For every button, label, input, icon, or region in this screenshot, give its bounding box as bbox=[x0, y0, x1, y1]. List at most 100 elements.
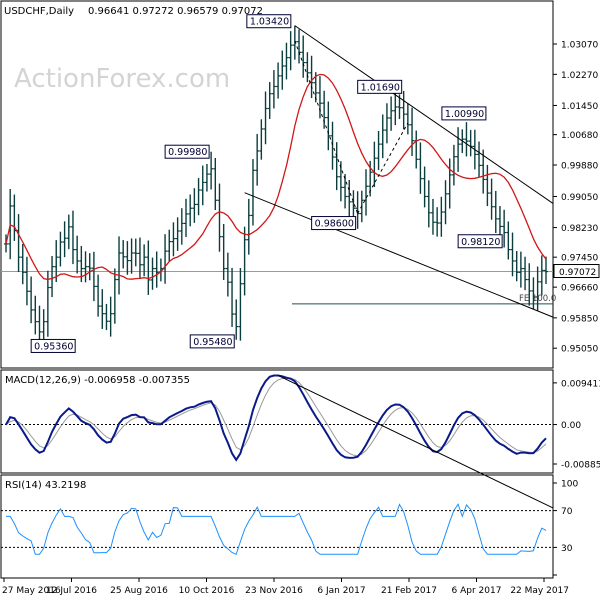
ohlc-bar bbox=[196, 178, 201, 216]
chart-title: USDCHF,Daily bbox=[4, 6, 74, 17]
ohlc-bar bbox=[213, 157, 218, 211]
ohlc-bar bbox=[301, 35, 306, 78]
ohlc-bar bbox=[167, 229, 172, 262]
rsi-y-tick-label: 70 bbox=[561, 507, 573, 517]
ohlc-bar bbox=[435, 207, 440, 237]
ohlc-bar bbox=[112, 268, 117, 324]
ohlc-bar bbox=[456, 127, 461, 172]
ohlc-bar bbox=[271, 70, 276, 109]
ohlc-bar bbox=[464, 122, 469, 157]
ohlc-bar bbox=[539, 255, 544, 296]
ohlc-bar bbox=[259, 119, 264, 160]
macd-panel-frame bbox=[0, 369, 554, 474]
last-price-label: 0.97072 bbox=[559, 268, 596, 278]
rsi-title: RSI(14) 43.2198 bbox=[5, 480, 86, 491]
ohlc-bar bbox=[489, 178, 494, 220]
ohlc-bar bbox=[255, 133, 260, 186]
ohlc-bar bbox=[523, 256, 528, 291]
ohlc-bar bbox=[221, 224, 226, 280]
macd-y-tick-label: -0.008852 bbox=[561, 461, 600, 471]
rsi-y-tick-label: 30 bbox=[561, 544, 573, 554]
price-annotation-box bbox=[441, 106, 487, 121]
price-y-tick-label: 0.97450 bbox=[561, 254, 598, 264]
ohlc-bar bbox=[443, 180, 448, 225]
ohlc-bar bbox=[514, 251, 519, 282]
x-tick-label: 23 Nov 2016 bbox=[245, 586, 303, 596]
ohlc-bar bbox=[100, 289, 105, 329]
ohlc-bar bbox=[137, 237, 142, 280]
ohlc-bar bbox=[87, 253, 92, 281]
price-annotation-label: 0.95360 bbox=[34, 341, 73, 352]
ohlc-bar bbox=[41, 309, 46, 344]
ohlc-bar bbox=[146, 240, 151, 295]
ohlc-bar bbox=[62, 221, 67, 258]
price-annotation-label: 0.95480 bbox=[193, 337, 232, 348]
macd-signal-line bbox=[5, 377, 547, 457]
x-tick-label: 12 Jul 2016 bbox=[46, 586, 97, 596]
ohlc-bar bbox=[477, 141, 482, 177]
fib-projection-leg-2 bbox=[357, 122, 409, 214]
price-annotation-label: 1.01690 bbox=[361, 82, 400, 93]
ohlc-bar bbox=[54, 240, 59, 283]
macd-y-tick-label: 0.009411 bbox=[561, 379, 600, 389]
price-annotation-box bbox=[164, 144, 210, 159]
ohlc-bar bbox=[204, 164, 209, 192]
ohlc-bar bbox=[410, 107, 415, 157]
price-annotation-label: 0.98600 bbox=[315, 219, 354, 230]
rsi-line bbox=[6, 503, 547, 555]
ohlc-bar bbox=[326, 101, 331, 151]
ohlc-bar bbox=[50, 256, 55, 298]
ohlc-bar bbox=[8, 188, 13, 260]
ohlc-bar bbox=[171, 222, 176, 257]
falling-resistance-line bbox=[294, 25, 554, 204]
fib-projection-leg-1 bbox=[294, 40, 359, 214]
price-y-tick-label: 0.95050 bbox=[561, 345, 598, 355]
price-annotation-label: 1.03420 bbox=[250, 17, 289, 28]
ohlc-bar bbox=[447, 158, 452, 209]
x-tick-label: 21 Feb 2017 bbox=[381, 586, 437, 596]
ohlc-bar bbox=[493, 190, 498, 234]
ohlc-bar bbox=[267, 82, 272, 119]
ohlc-bar bbox=[238, 268, 243, 341]
ohlc-bar bbox=[405, 103, 410, 135]
ohlc-bar bbox=[334, 142, 339, 191]
price-y-tick-label: 1.02270 bbox=[561, 71, 598, 81]
moving-average-line bbox=[5, 73, 547, 281]
ohlc-bar bbox=[242, 226, 247, 296]
ohlc-bar bbox=[230, 267, 235, 327]
ohlc-bar bbox=[351, 190, 356, 219]
macd-y-tick-label: 0.00 bbox=[561, 421, 581, 431]
ohlc-bar bbox=[280, 50, 285, 90]
price-annotation-label: 0.98120 bbox=[461, 237, 500, 248]
ohlc-bar bbox=[288, 31, 293, 71]
price-annotation: 1.00990 bbox=[441, 106, 487, 121]
price-annotation-box bbox=[189, 334, 235, 349]
x-tick-label: 6 Jan 2017 bbox=[317, 586, 365, 596]
ohlc-bar bbox=[179, 208, 184, 245]
price-annotation-box bbox=[357, 79, 403, 94]
ohlc-bar bbox=[246, 198, 251, 255]
price-panel-frame bbox=[0, 0, 554, 369]
ohlc-bar bbox=[497, 205, 502, 239]
price-y-tick-label: 0.95850 bbox=[561, 314, 598, 324]
x-tick-label: 22 May 2017 bbox=[510, 586, 569, 596]
rsi-panel-frame bbox=[0, 474, 554, 579]
ohlc-bar bbox=[502, 209, 507, 248]
ohlc-bar bbox=[91, 251, 96, 302]
ohlc-bar bbox=[133, 238, 138, 267]
price-annotation: 0.99980 bbox=[164, 144, 210, 159]
ohlc-bar bbox=[58, 231, 63, 267]
price-annotation-label: 0.99980 bbox=[168, 147, 207, 158]
ohlc-bar bbox=[422, 166, 427, 208]
price-annotation-box bbox=[246, 14, 292, 29]
ohlc-bar bbox=[309, 55, 314, 99]
ohlc-bar bbox=[192, 188, 197, 223]
ohlc-bar bbox=[200, 165, 205, 206]
ohlc-bar bbox=[217, 183, 222, 252]
ohlc-bar bbox=[184, 198, 188, 238]
ohlc-bar bbox=[535, 266, 540, 311]
x-tick-label: 27 May 2016 bbox=[2, 586, 61, 596]
price-y-tick-label: 1.00680 bbox=[561, 131, 598, 141]
x-tick-label: 10 Oct 2016 bbox=[179, 586, 235, 596]
